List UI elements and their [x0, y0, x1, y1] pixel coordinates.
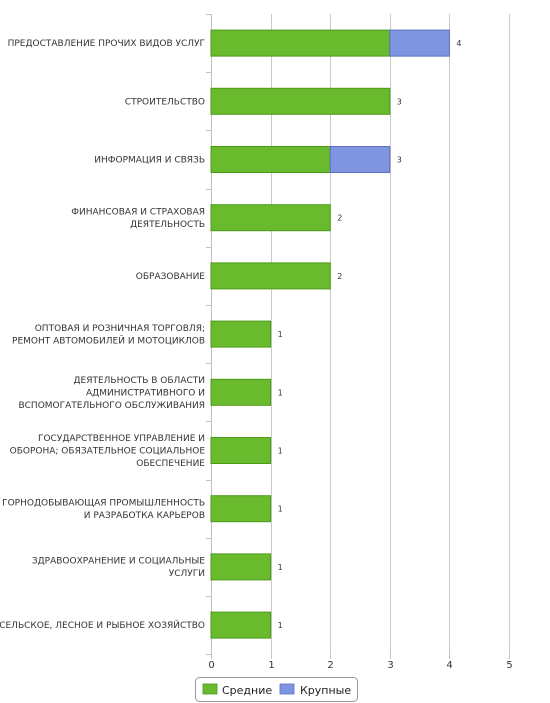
bar-series-1-row-10: [210, 553, 272, 581]
data-label-row-7: 1: [278, 388, 283, 397]
x-tick-label: 4: [446, 660, 452, 671]
grid-lines: [271, 14, 510, 654]
legend-swatch-series-1: [202, 683, 218, 695]
data-label-row-5: 2: [337, 272, 342, 281]
x-tick-label: 5: [506, 660, 512, 671]
category-label-row-6: ОПТОВАЯ И РОЗНИЧНАЯ ТОРГОВЛЯ; РЕМОНТ АВТО…: [12, 324, 205, 347]
data-label-row-10: 1: [278, 563, 283, 572]
bars: [210, 29, 450, 639]
x-tick-label: 1: [268, 660, 274, 671]
bar-series-1-row-7: [210, 378, 272, 406]
category-label-row-8: ГОСУДАРСТВЕННОЕ УПРАВЛЕНИЕ И ОБОРОНА; ОБЯ…: [10, 434, 206, 469]
labels: 0 1 2 3 4 5 4 ПРЕДОСТАВЛЕНИЕ ПРОЧИХ ВИДОВ УСЛУГ…: [0, 39, 513, 671]
data-label-row-8: 1: [278, 447, 283, 456]
data-label-row-9: 1: [278, 505, 283, 514]
bar-series-1-row-3: [210, 146, 331, 173]
x-tick-label: 0: [208, 660, 214, 671]
category-label-row-11: СЕЛЬСКОЕ, ЛЕСНОЕ И РЫБНОЕ ХОЗЯЙСТВО: [0, 619, 205, 631]
bar-series-1-row-8: [210, 437, 272, 464]
x-tick-label: 2: [327, 660, 333, 671]
bar-series-1-row-6: [210, 320, 272, 348]
bar-series-2-row-1: [389, 29, 450, 57]
legend-label-series-1: Средние: [222, 684, 272, 697]
category-label-row-10: ЗДРАВООХРАНЕНИЕ И СОЦИАЛЬНЫЕ УСЛУГИ: [32, 557, 205, 580]
bar-series-1-row-1: [210, 29, 391, 57]
category-label-row-9: ГОРНОДОБЫВАЮЩАЯ ПРОМЫШЛЕННОСТЬ И РАЗРАБОТ…: [2, 498, 205, 521]
bar-series-2-row-3: [329, 146, 391, 173]
category-label-row-2: СТРОИТЕЛЬСТВО: [125, 97, 205, 107]
category-label-row-1: ПРЕДОСТАВЛЕНИЕ ПРОЧИХ ВИДОВ УСЛУГ: [8, 39, 205, 49]
category-label-row-3: ИНФОРМАЦИЯ И СВЯЗЬ: [94, 156, 205, 166]
bar-series-1-row-5: [210, 262, 331, 290]
category-label-row-4: ФИНАНСОВАЯ И СТРАХОВАЯ ДЕЯТЕЛЬНОСТЬ: [71, 207, 205, 230]
bar-series-1-row-11: [210, 611, 272, 639]
legend-swatch-series-2: [279, 683, 295, 695]
legend-label-series-2: Крупные: [300, 684, 351, 697]
legend: Средние Крупные: [195, 677, 358, 702]
bar-series-1-row-2: [210, 87, 391, 115]
category-label-row-5: ОБРАЗОВАНИЕ: [136, 272, 206, 282]
x-tick-label: 3: [387, 660, 393, 671]
data-label-row-3: 3: [397, 156, 402, 165]
data-label-row-1: 4: [456, 39, 461, 48]
category-label-row-7: ДЕЯТЕЛЬНОСТЬ В ОБЛАСТИ АДМИНИСТРАТИВНОГО …: [18, 376, 205, 411]
data-label-row-11: 1: [278, 621, 283, 630]
data-label-row-2: 3: [397, 97, 402, 106]
bar-series-1-row-4: [210, 204, 331, 232]
data-label-row-4: 2: [337, 214, 342, 223]
bar-series-1-row-9: [210, 495, 272, 523]
data-label-row-6: 1: [278, 330, 283, 339]
legend-frame: [195, 677, 358, 702]
